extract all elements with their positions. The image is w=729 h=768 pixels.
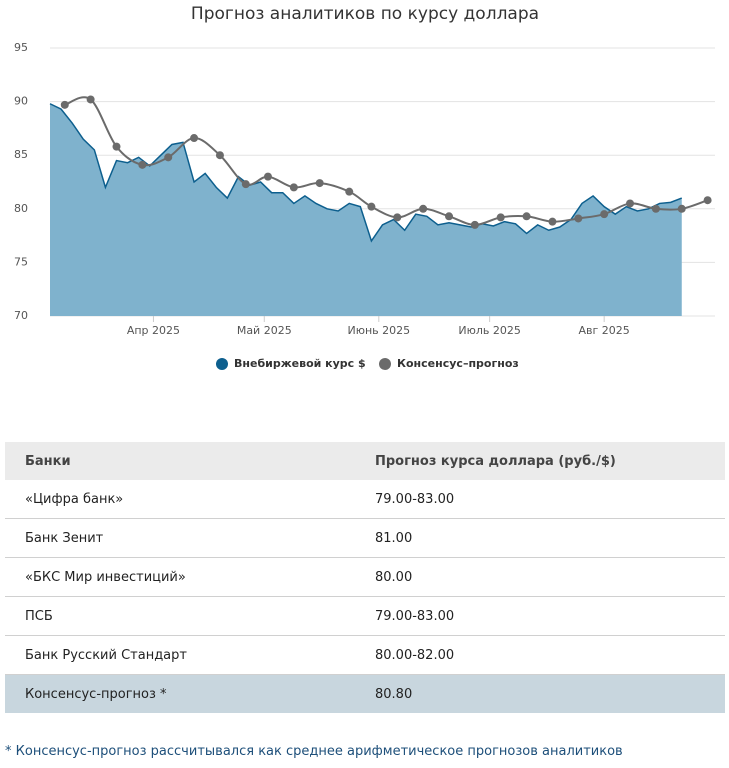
consensus-point	[574, 214, 583, 223]
consensus-point	[345, 187, 354, 196]
consensus-point	[367, 202, 376, 211]
table-cell: «Цифра банк»	[5, 480, 365, 519]
consensus-point	[496, 213, 505, 222]
consensus-point	[626, 199, 635, 208]
table-row: «БКС Мир инвестиций» 80.00	[5, 557, 725, 597]
x-tick-label: Авг 2025	[579, 324, 630, 337]
chart: Прогноз аналитиков по курсу доллара 70 75…	[14, 4, 715, 370]
consensus-point	[215, 151, 224, 160]
consensus-point	[703, 196, 712, 205]
legend-label: Консенсус–прогноз	[397, 357, 519, 370]
consensus-point	[289, 183, 298, 192]
table-cell: 81.00	[365, 518, 725, 558]
table-cell: Банк Зенит	[5, 518, 365, 558]
y-tick-label: 75	[14, 255, 28, 268]
consensus-point	[600, 210, 609, 219]
y-tick-label: 85	[14, 148, 28, 161]
chart-title: Прогноз аналитиков по курсу доллара	[191, 4, 539, 24]
consensus-point	[445, 212, 453, 221]
table-cell: 79.00-83.00	[365, 596, 725, 636]
area	[50, 103, 682, 316]
x-tick-label: Июнь 2025	[347, 324, 410, 337]
consensus-point	[190, 134, 199, 143]
legend-marker	[216, 358, 228, 370]
forecast-table: Банки Прогноз курса доллара (руб./$) «Циф…	[5, 442, 725, 713]
header-row: Банки Прогноз курса доллара (руб./$)	[5, 442, 725, 480]
table-cell: Банк Русский Стандарт	[5, 635, 365, 675]
y-tick-label: 70	[14, 309, 28, 322]
table-row: Банк Зенит 81.00	[5, 518, 725, 558]
area-line	[49, 103, 683, 243]
consensus-point	[470, 220, 479, 229]
footnote: * Консенсус-прогноз рассчитывался как ср…	[5, 744, 623, 759]
y-tick-label: 90	[14, 95, 28, 108]
table-cell: 80.00	[365, 557, 725, 597]
consensus-point	[419, 204, 428, 213]
table-row: Консенсус-прогноз * 80.80	[5, 674, 725, 713]
y-tick-label: 80	[14, 202, 28, 215]
x-tick-label: Июль 2025	[458, 324, 521, 337]
table-cell: 80.80	[365, 674, 725, 713]
table-cell: «БКС Мир инвестиций»	[5, 557, 365, 597]
table-cell: Консенсус-прогноз *	[5, 674, 365, 713]
header-cell: Прогноз курса доллара (руб./$)	[365, 442, 725, 480]
consensus-point	[112, 142, 121, 151]
table-row: Банк Русский Стандарт 80.00-82.00	[5, 635, 725, 675]
consensus-point	[86, 95, 95, 104]
legend-label: Внебиржевой курс $	[234, 357, 366, 370]
consensus-point	[60, 100, 69, 109]
table-row: «Цифра банк» 79.00-83.00	[5, 480, 725, 519]
legend-marker	[379, 358, 391, 370]
header-cell: Банки	[5, 442, 365, 480]
consensus-point	[164, 153, 173, 162]
consensus-point	[548, 217, 557, 226]
x-tick-label: Май 2025	[237, 324, 292, 337]
consensus-point	[138, 160, 147, 169]
y-tick-label: 95	[14, 41, 28, 54]
table-cell: 79.00-83.00	[365, 480, 725, 519]
consensus-point	[263, 172, 272, 181]
table-row: ПСБ 79.00-83.00	[5, 596, 725, 636]
table-body: «Цифра банк» 79.00-83.00 Банк Зенит 81.00 «Б…	[5, 480, 725, 713]
consensus-point	[677, 204, 686, 213]
consensus-point	[241, 180, 250, 189]
consensus-point	[651, 204, 660, 213]
consensus-point	[522, 212, 531, 221]
table-cell: 80.00-82.00	[365, 635, 725, 675]
x-tick-label: Апр 2025	[127, 324, 180, 337]
consensus-point	[393, 213, 402, 222]
table-cell: ПСБ	[5, 596, 365, 636]
consensus-point	[315, 179, 324, 188]
